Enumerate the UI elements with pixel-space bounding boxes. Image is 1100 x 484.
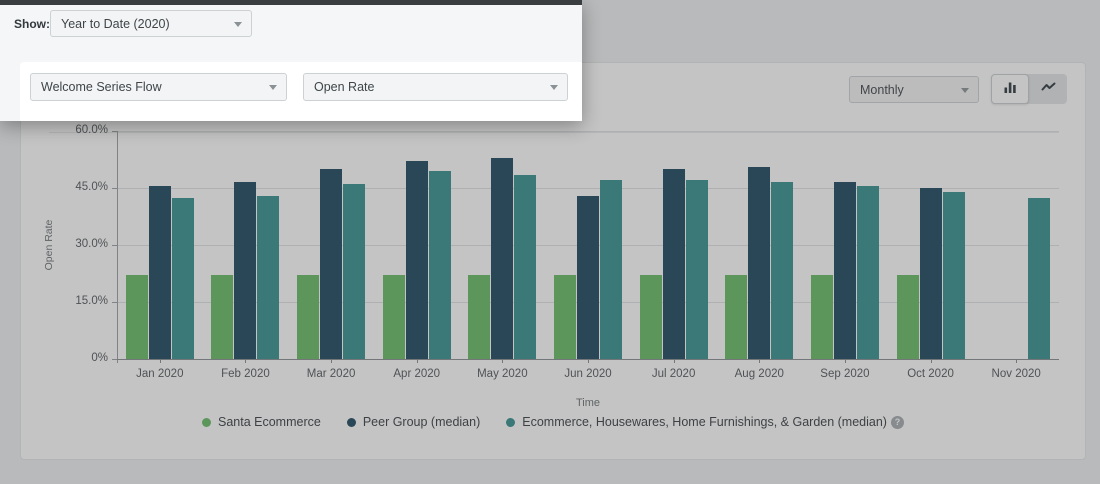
period-select-value: Year to Date (2020)	[61, 17, 170, 31]
dark-header-strip	[0, 0, 582, 5]
flow-select[interactable]: Welcome Series Flow	[30, 73, 287, 101]
spotlight-card-section: Welcome Series Flow Open Rate	[0, 62, 582, 121]
chevron-down-icon	[550, 85, 558, 90]
flow-select-value: Welcome Series Flow	[41, 80, 162, 94]
chevron-down-icon	[234, 22, 242, 27]
metric-select[interactable]: Open Rate	[303, 73, 568, 101]
dashboard-page: Monthly	[0, 0, 1100, 484]
show-label: Show:	[14, 12, 50, 36]
period-select[interactable]: Year to Date (2020)	[50, 10, 252, 37]
chevron-down-icon	[269, 85, 277, 90]
tour-spotlight-panel: Show: Year to Date (2020) Welcome Series…	[0, 0, 582, 121]
metric-select-value: Open Rate	[314, 80, 374, 94]
